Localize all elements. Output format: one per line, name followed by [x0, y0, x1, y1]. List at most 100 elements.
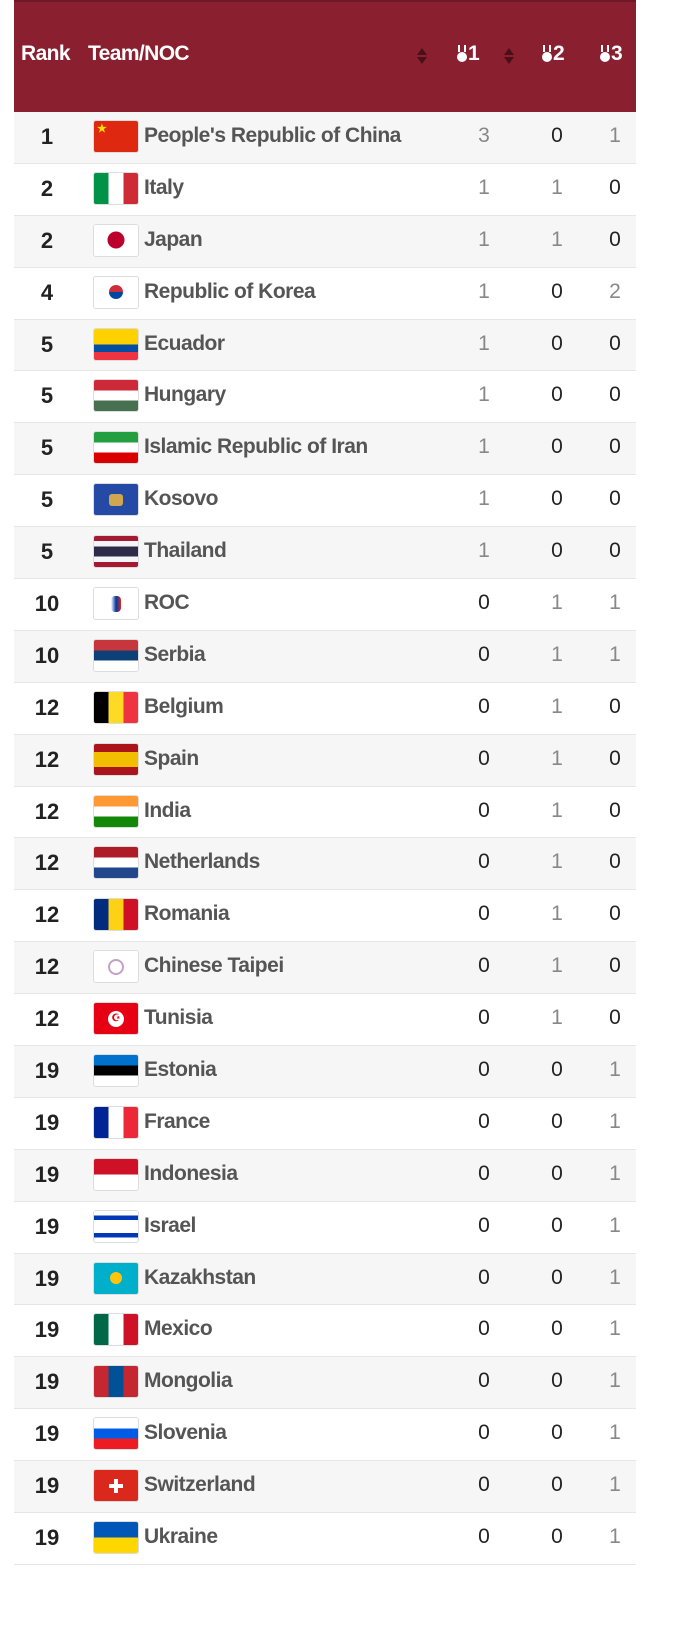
- table-row[interactable]: 5 Kosovo 1 0 0: [14, 475, 636, 528]
- silver-count: 1: [551, 1006, 563, 1030]
- flag-icon: [94, 1262, 138, 1294]
- team-name[interactable]: Romania: [144, 902, 230, 926]
- team-name[interactable]: Estonia: [144, 1058, 217, 1082]
- rank: 4: [40, 279, 54, 305]
- table-row[interactable]: 12 Spain 0 1 0: [14, 734, 636, 787]
- table-header: Rank Team/NOC 1 2 3: [14, 0, 636, 112]
- gold-count: 0: [478, 954, 490, 978]
- gold-header[interactable]: 1: [457, 42, 480, 66]
- rank: 19: [34, 1058, 60, 1084]
- table-row[interactable]: 19 Israel 0 0 1: [14, 1202, 636, 1254]
- table-row[interactable]: 10 ROC 0 1 1: [14, 579, 636, 631]
- sort-icon[interactable]: [417, 48, 427, 66]
- bronze-count: 0: [609, 694, 621, 718]
- flag-icon: [94, 1470, 138, 1502]
- team-name[interactable]: Serbia: [144, 642, 206, 666]
- table-row[interactable]: 12 India 0 1 0: [14, 787, 636, 839]
- gold-count: 1: [478, 175, 490, 199]
- table-row[interactable]: 12 Romania 0 1 0: [14, 890, 636, 943]
- table-row[interactable]: 19 Mexico 0 0 1: [14, 1305, 636, 1358]
- bronze-count: 0: [609, 539, 621, 563]
- silver-count: 0: [551, 279, 563, 303]
- table-row[interactable]: 19 Switzerland 0 0 1: [14, 1461, 636, 1514]
- team-name[interactable]: ROC: [144, 591, 190, 615]
- team-name[interactable]: Netherlands: [144, 850, 260, 874]
- team-name[interactable]: Switzerland: [144, 1473, 256, 1497]
- team-name[interactable]: Mexico: [144, 1317, 213, 1341]
- silver-count: 0: [551, 1109, 563, 1133]
- team-name[interactable]: Ukraine: [144, 1525, 218, 1549]
- table-row[interactable]: 12 ☪ Tunisia 0 1 0: [14, 994, 636, 1047]
- team-name[interactable]: Spain: [144, 746, 199, 770]
- bronze-count: 0: [609, 487, 621, 511]
- gold-count: 0: [478, 1161, 490, 1185]
- table-row[interactable]: 19 Kazakhstan 0 0 1: [14, 1253, 636, 1306]
- bronze-count: 1: [609, 642, 621, 666]
- table-row[interactable]: 5 Hungary 1 0 0: [14, 371, 636, 424]
- team-name[interactable]: Kazakhstan: [144, 1265, 256, 1289]
- silver-count: 1: [551, 642, 563, 666]
- team-name[interactable]: Slovenia: [144, 1421, 227, 1445]
- table-row[interactable]: 2 Italy 1 1 0: [14, 164, 636, 216]
- gold-count: 0: [478, 591, 490, 615]
- rank: 12: [34, 798, 60, 824]
- table-row[interactable]: 19 Estonia 0 0 1: [14, 1046, 636, 1098]
- bronze-count: 1: [609, 591, 621, 615]
- bronze-count: 1: [609, 1369, 621, 1393]
- silver-count: 0: [551, 1058, 563, 1082]
- table-row[interactable]: 12 Belgium 0 1 0: [14, 683, 636, 735]
- gold-count: 0: [478, 850, 490, 874]
- team-name[interactable]: India: [144, 798, 191, 822]
- team-name[interactable]: Islamic Republic of Iran: [144, 435, 368, 459]
- table-row[interactable]: 19 Indonesia 0 0 1: [14, 1149, 636, 1202]
- bronze-header[interactable]: 3: [600, 42, 623, 66]
- team-name[interactable]: Kosovo: [144, 487, 219, 511]
- table-row[interactable]: 4 Republic of Korea 1 0 2: [14, 268, 636, 320]
- table-row[interactable]: 19 France 0 0 1: [14, 1098, 636, 1150]
- bronze-count: 0: [609, 850, 621, 874]
- table-row[interactable]: 12 Netherlands 0 1 0: [14, 838, 636, 891]
- team-name[interactable]: Ecuador: [144, 331, 225, 355]
- gold-count: 0: [478, 798, 490, 822]
- team-name[interactable]: Israel: [144, 1213, 196, 1237]
- team-name[interactable]: Belgium: [144, 694, 224, 718]
- team-name[interactable]: Mongolia: [144, 1369, 233, 1393]
- table-row[interactable]: 5 Thailand 1 0 0: [14, 527, 636, 580]
- team-name[interactable]: Hungary: [144, 383, 226, 407]
- gold-count: 0: [478, 902, 490, 926]
- table-row[interactable]: 10 Serbia 0 1 1: [14, 630, 636, 683]
- team-name[interactable]: People's Republic of China: [144, 124, 401, 147]
- flag-icon: [94, 1522, 138, 1554]
- team-name[interactable]: Chinese Taipei: [144, 954, 284, 978]
- flag-icon: [94, 951, 138, 983]
- team-name[interactable]: Japan: [144, 227, 203, 251]
- medal-icon: [542, 45, 552, 63]
- bronze-count: 1: [609, 1525, 621, 1549]
- table-row[interactable]: 19 Mongolia 0 0 1: [14, 1357, 636, 1410]
- silver-count: 0: [551, 1213, 563, 1237]
- gold-count: 0: [478, 1473, 490, 1497]
- bronze-count: 1: [609, 1213, 621, 1237]
- team-name[interactable]: Republic of Korea: [144, 279, 316, 303]
- gold-count: 1: [478, 279, 490, 303]
- table-row[interactable]: 2 Japan 1 1 0: [14, 215, 636, 268]
- team-name[interactable]: Italy: [144, 175, 184, 199]
- silver-header[interactable]: 2: [542, 42, 565, 66]
- table-row[interactable]: 5 Ecuador 1 0 0: [14, 319, 636, 372]
- sort-icon[interactable]: [504, 48, 514, 66]
- table-row[interactable]: 19 Slovenia 0 0 1: [14, 1409, 636, 1462]
- table-row[interactable]: 5 Islamic Republic of Iran 1 0 0: [14, 423, 636, 476]
- table-row[interactable]: 19 Ukraine 0 0 1: [14, 1513, 636, 1565]
- flag-icon: [94, 1418, 138, 1450]
- team-name[interactable]: Thailand: [144, 539, 227, 563]
- team-name[interactable]: Indonesia: [144, 1161, 238, 1185]
- silver-count: 0: [551, 331, 563, 355]
- medal-icon: [457, 45, 467, 63]
- team-name[interactable]: Tunisia: [144, 1006, 213, 1030]
- table-row[interactable]: 12 Chinese Taipei 0 1 0: [14, 942, 636, 995]
- team-name[interactable]: France: [144, 1109, 210, 1133]
- gold-count: 1: [478, 487, 490, 511]
- gold-count: 0: [478, 746, 490, 770]
- table-row[interactable]: 1 ★ People's Republic of China 3 0 1: [14, 112, 636, 164]
- silver-count: 0: [551, 539, 563, 563]
